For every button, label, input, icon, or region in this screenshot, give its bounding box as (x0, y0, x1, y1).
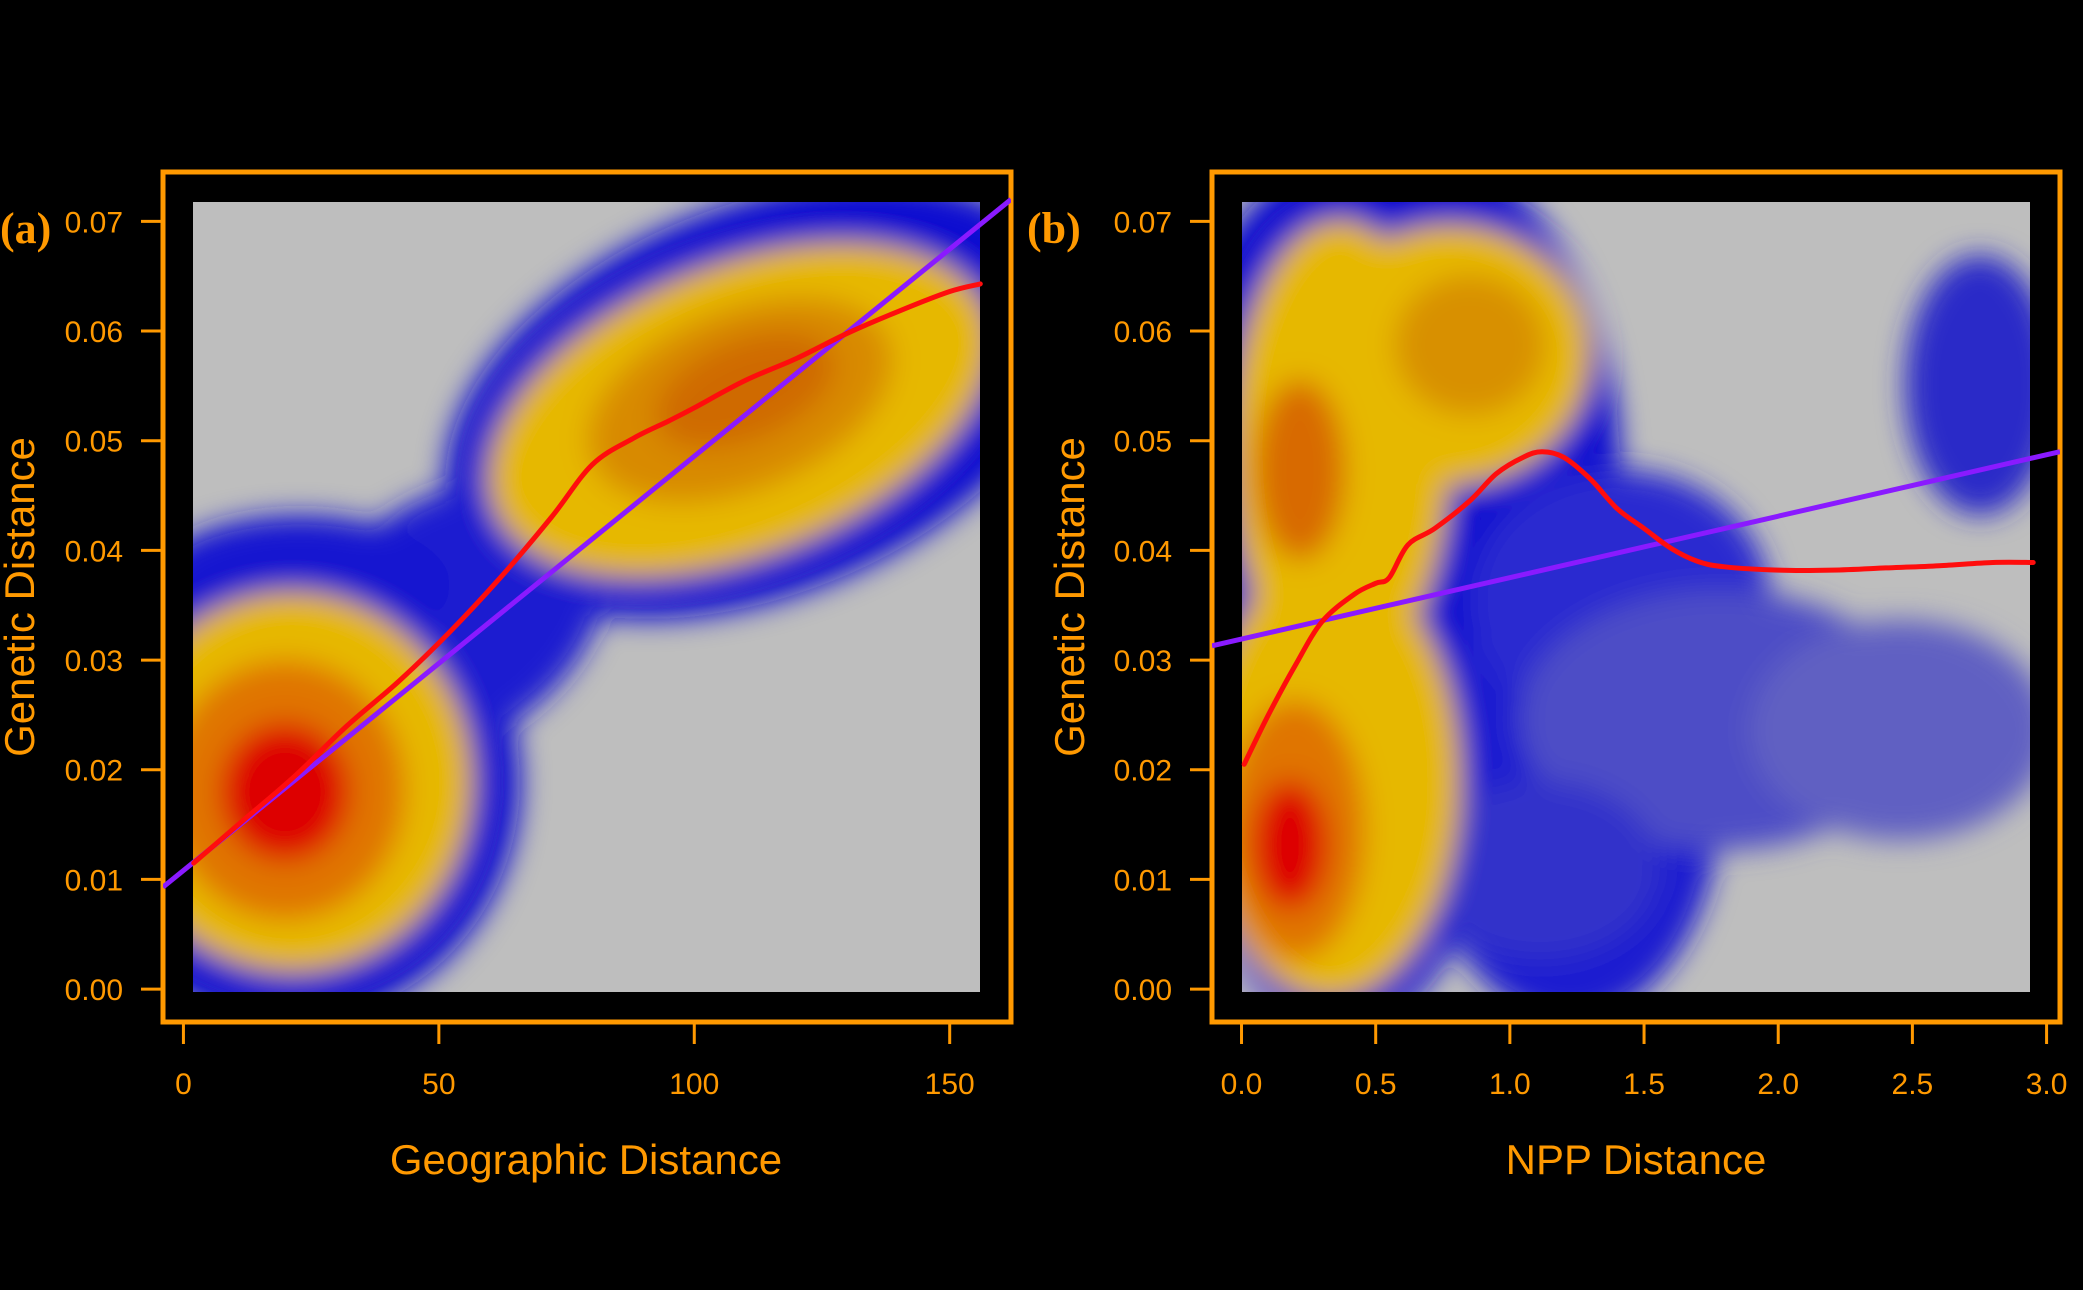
density-heatmap-b (1242, 202, 2030, 992)
x-tick-label-b-1: 0.5 (1355, 1068, 1397, 1101)
density-heatmap-a (193, 202, 980, 992)
x-tick-label-b-6: 3.0 (2026, 1068, 2068, 1101)
panel-label-b: (b) (1027, 204, 1081, 253)
y-axis-label-b: Genetic Distance (1046, 437, 1093, 757)
x-tick-label-b-4: 2.0 (1757, 1068, 1799, 1101)
y-axis-label-a: Genetic Distance (0, 437, 43, 757)
plot-frame-b (1209, 169, 2063, 1025)
y-tick-label-b-4: 0.04 (1114, 535, 1172, 568)
x-tick-label-a-3: 150 (925, 1068, 975, 1101)
y-tick-label-b-2: 0.02 (1114, 755, 1172, 788)
x-tick-label-a-0: 0 (175, 1068, 192, 1101)
x-tick-label-b-0: 0.0 (1221, 1068, 1263, 1101)
y-tick-label-a-2: 0.02 (65, 755, 123, 788)
smoother-curve-b (1241, 449, 2036, 767)
x-tick-label-a-2: 100 (669, 1068, 719, 1101)
panel-b: 0.0 0.5 1.0 1.5 2.0 2.5 3.0 0.00 0.01 0.02 0.03 0.0… (1027, 169, 2068, 1183)
y-tick-label-a-6: 0.06 (65, 316, 123, 349)
axes-b: 0.0 0.5 1.0 1.5 2.0 2.5 3.0 0.00 0.01 0.02 0.03 0.0… (1114, 206, 2068, 1101)
y-tick-label-a-7: 0.07 (65, 206, 123, 239)
y-tick-label-b-0: 0.00 (1114, 974, 1172, 1007)
y-tick-label-b-7: 0.07 (1114, 206, 1172, 239)
y-tick-label-a-4: 0.04 (65, 535, 123, 568)
y-tick-label-b-3: 0.03 (1114, 645, 1172, 678)
linear-fit-line-a (163, 197, 1011, 890)
panel-label-a: (a) (0, 204, 51, 253)
x-tick-label-b-3: 1.5 (1623, 1068, 1665, 1101)
y-tick-label-a-3: 0.03 (65, 645, 123, 678)
y-tick-label-a-5: 0.05 (65, 426, 123, 459)
x-axis-label-a: Geographic Distance (390, 1136, 782, 1183)
y-tick-label-b-6: 0.06 (1114, 316, 1172, 349)
x-tick-label-a-1: 50 (422, 1068, 455, 1101)
plot-frame-a (160, 169, 1014, 1025)
x-tick-label-b-2: 1.0 (1489, 1068, 1531, 1101)
linear-fit-line-b (1212, 449, 2060, 649)
y-tick-label-b-5: 0.05 (1114, 426, 1172, 459)
x-tick-label-b-5: 2.5 (1892, 1068, 1934, 1101)
panel-a: 0 50 100 150 0.00 0.01 0.02 0.03 0.04 0.05 0.06 0.0… (0, 169, 1014, 1183)
y-tick-label-a-0: 0.00 (65, 974, 123, 1007)
y-tick-label-b-1: 0.01 (1114, 864, 1172, 897)
y-tick-label-a-1: 0.01 (65, 864, 123, 897)
smoother-curve-a (191, 281, 983, 866)
axes-a: 0 50 100 150 0.00 0.01 0.02 0.03 0.04 0.05 0.06 0.0… (65, 206, 975, 1101)
x-axis-label-b: NPP Distance (1506, 1136, 1767, 1183)
